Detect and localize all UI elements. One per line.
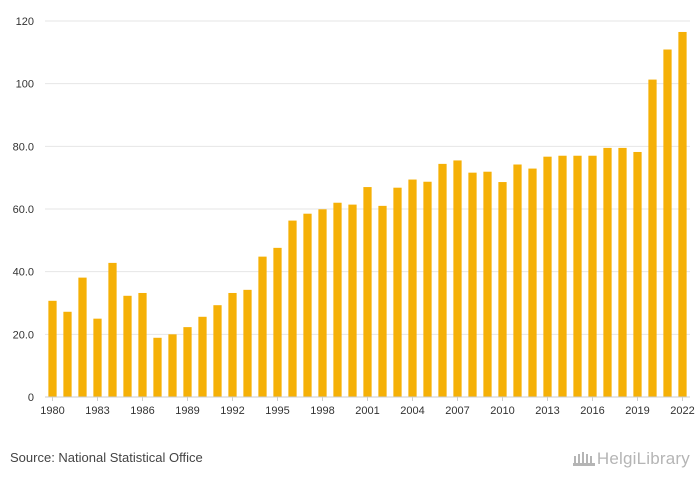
bar	[63, 311, 72, 397]
bar	[558, 155, 567, 397]
bar	[588, 155, 597, 397]
x-tick-label: 2007	[445, 405, 469, 417]
bar	[678, 31, 687, 397]
bar	[573, 155, 582, 397]
bar	[153, 337, 162, 397]
x-tick-label: 2001	[355, 405, 379, 417]
bar	[168, 334, 177, 397]
bar	[543, 156, 552, 397]
y-tick-label: 40.0	[13, 267, 34, 279]
bar	[393, 187, 402, 397]
bar	[273, 247, 282, 397]
bar	[348, 204, 357, 397]
x-tick-label: 1989	[175, 405, 199, 417]
bar	[513, 164, 522, 397]
y-axis: 0 20.0 40.0 60.0 80.0 100 120	[13, 16, 34, 404]
bar	[603, 147, 612, 397]
x-tick-label: 2022	[670, 405, 694, 417]
source-note: Source: National Statistical Office	[10, 450, 203, 465]
bar	[213, 305, 222, 397]
bar	[138, 292, 147, 397]
bar	[633, 151, 642, 397]
x-axis: 1980 1983 1986 1989 1992 1995 1998 2001 2004 2007…	[40, 396, 695, 417]
bar	[258, 256, 267, 397]
bar	[123, 295, 132, 397]
logo-text: HelgiLibrary	[596, 449, 690, 468]
y-tick-label: 80.0	[13, 141, 34, 153]
bar	[423, 181, 432, 397]
x-tick-label: 2019	[625, 405, 649, 417]
x-tick-label: 2013	[535, 405, 559, 417]
y-tick-label: 20.0	[13, 329, 34, 341]
bar	[648, 79, 657, 398]
bar	[408, 179, 417, 397]
bar	[528, 168, 537, 397]
bar	[663, 49, 672, 397]
bar	[333, 202, 342, 397]
bar	[468, 172, 477, 397]
bar	[228, 292, 237, 397]
bar	[288, 220, 297, 397]
bar	[453, 160, 462, 397]
x-tick-label: 1992	[220, 405, 244, 417]
helgilibrary-logo: HelgiLibrary	[571, 446, 690, 472]
y-tick-label: 120	[16, 16, 34, 28]
bar	[483, 171, 492, 397]
bar	[78, 277, 87, 397]
x-tick-label: 1986	[130, 405, 154, 417]
bar	[318, 209, 327, 397]
bars	[48, 31, 687, 398]
y-tick-label: 0	[28, 392, 34, 404]
bar	[243, 289, 252, 397]
x-tick-label: 1983	[85, 405, 109, 417]
x-tick-label: 2010	[490, 405, 514, 417]
x-tick-label: 1995	[265, 405, 289, 417]
bar	[183, 327, 192, 397]
bar	[438, 163, 447, 397]
bar	[93, 318, 102, 397]
bar	[303, 213, 312, 397]
bar	[198, 316, 207, 397]
y-tick-label: 60.0	[13, 204, 34, 216]
x-tick-label: 2016	[580, 405, 604, 417]
x-tick-label: 1998	[310, 405, 334, 417]
bar	[48, 300, 57, 397]
bar	[108, 262, 117, 397]
x-tick-label: 1980	[40, 405, 64, 417]
bar	[618, 147, 627, 397]
x-tick-label: 2004	[400, 405, 424, 417]
y-tick-label: 100	[16, 79, 34, 91]
bar	[363, 187, 372, 397]
bar	[378, 205, 387, 397]
bar	[498, 182, 507, 397]
library-icon	[572, 452, 595, 466]
bar-chart: 1980 1983 1986 1989 1992 1995 1998 2001 2004 2007…	[13, 16, 695, 417]
